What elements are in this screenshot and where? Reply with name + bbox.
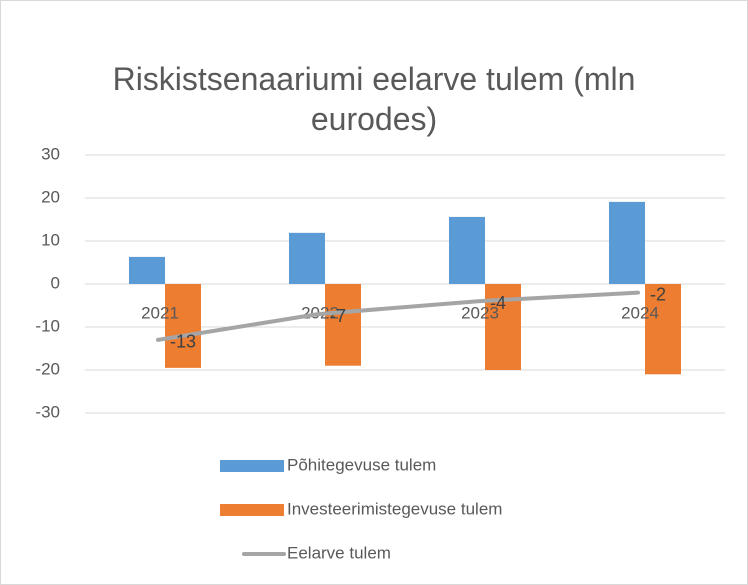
y-tick-label: -10 <box>35 316 60 335</box>
y-tick-label: 10 <box>41 230 60 249</box>
legend-label: Eelarve tulem <box>287 543 391 562</box>
legend-marker <box>220 460 284 472</box>
data-label: -4 <box>490 293 506 313</box>
bar <box>609 201 645 284</box>
legend-marker <box>220 504 284 516</box>
y-tick-label: -20 <box>35 359 60 378</box>
bar <box>165 284 201 368</box>
y-tick-label: 30 <box>41 144 60 163</box>
x-tick-label: 2023 <box>461 303 499 322</box>
line-series <box>156 290 640 342</box>
bar <box>325 284 361 366</box>
bar <box>449 216 485 284</box>
data-label: -2 <box>650 284 666 304</box>
x-tick-label: 2021 <box>141 303 179 322</box>
data-label: -13 <box>170 332 196 352</box>
bar <box>289 232 325 284</box>
bar <box>129 256 165 284</box>
legend-label: Põhitegevuse tulem <box>287 455 436 474</box>
y-tick-label: 0 <box>51 273 60 292</box>
legend-label: Investeerimistegevuse tulem <box>287 499 502 518</box>
y-tick-label: -30 <box>35 402 60 421</box>
data-label: -7 <box>330 306 346 326</box>
x-tick-label: 2024 <box>621 303 659 322</box>
chart-title: Riskistsenaariumi eelarve tulem (mln euro… <box>113 61 636 137</box>
y-tick-label: 20 <box>41 187 60 206</box>
bar <box>645 284 681 375</box>
